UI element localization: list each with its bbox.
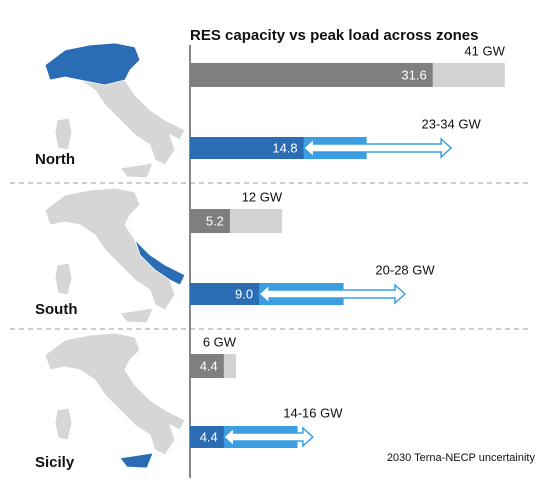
value-label: 9.0 bbox=[235, 286, 253, 301]
total-label: 6 GW bbox=[203, 334, 237, 349]
peak-load-bar bbox=[190, 63, 433, 87]
value-label: 31.6 bbox=[401, 67, 426, 82]
zone-label: Sicily bbox=[35, 454, 75, 471]
range-arrow bbox=[257, 283, 407, 305]
map-south bbox=[44, 187, 186, 324]
note: 2030 Terna-NECP uncertainity bbox=[387, 452, 536, 464]
chart-title: RES capacity vs peak load across zones bbox=[190, 27, 478, 44]
range-label: 14-16 GW bbox=[283, 405, 343, 420]
map-north bbox=[44, 42, 186, 179]
zone-label: South bbox=[35, 301, 78, 318]
range-label: 23-34 GW bbox=[421, 116, 481, 131]
value-label: 14.8 bbox=[272, 140, 297, 155]
total-label: 41 GW bbox=[464, 43, 505, 58]
res-bar bbox=[190, 137, 304, 159]
range-arrow bbox=[302, 137, 453, 159]
map-sicily bbox=[44, 332, 186, 469]
value-label: 4.4 bbox=[200, 358, 218, 373]
res-bar bbox=[190, 283, 260, 305]
zone-label: North bbox=[35, 151, 75, 168]
value-label: 5.2 bbox=[206, 213, 224, 228]
peak-load-bar bbox=[190, 209, 230, 233]
range-arrow bbox=[222, 426, 315, 448]
total-label: 12 GW bbox=[242, 189, 283, 204]
res-bar bbox=[190, 426, 224, 448]
range-label: 20-28 GW bbox=[375, 262, 435, 277]
peak-load-bar bbox=[190, 354, 224, 378]
value-label: 4.4 bbox=[200, 429, 218, 444]
